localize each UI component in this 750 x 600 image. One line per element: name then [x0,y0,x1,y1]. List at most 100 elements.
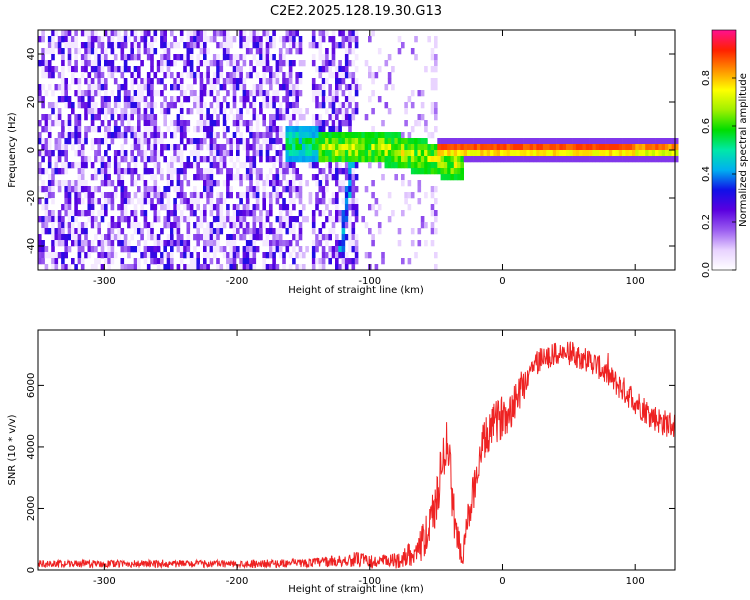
spectrogram-cell [94,246,98,253]
spectrogram-cell [110,36,115,43]
spectrogram-cell [368,252,372,259]
spectrogram-cell [255,90,260,97]
spectrogram-cell [51,72,55,79]
spectrogram-cell [179,198,184,205]
figure-title: C2E2.2025.128.19.30.G13 [270,4,442,19]
spectrogram-cell [434,144,438,151]
spectrogram-cell [117,234,121,241]
spectrogram-cell [117,228,121,235]
spectrogram-cell [209,120,214,127]
spectrogram-cell [245,168,250,175]
spectrogram-cell [434,228,438,235]
spectrogram-cell [71,66,75,73]
spectrogram-cell [321,84,326,91]
spectrogram-cell [232,210,237,217]
spectrogram-cell [123,30,128,37]
spectrogram-cell [321,150,326,157]
spectrogram-cell [252,240,257,247]
spectrogram-cell [38,174,42,181]
spectrogram-cell [156,198,161,205]
spectrogram-cell [252,96,257,103]
spectrogram-cell [344,108,349,115]
spectrogram-cell [163,186,167,193]
spectrogram-cell [351,156,356,163]
spectrogram-cell [64,180,68,187]
spectrogram-cell [222,144,227,151]
spectrogram-cell [110,72,115,79]
spectrogram-cell [344,72,349,79]
spectrogram-cell [38,168,42,175]
spectrogram-cell [67,186,72,193]
spectrogram-cell [163,36,167,43]
spectrogram-cell [61,96,65,103]
spectrogram-cell [87,102,92,109]
spectrogram-cell [61,84,65,91]
spectrogram-cell [315,156,319,163]
spectrogram-cell [305,138,309,145]
spectrogram-cell [269,264,273,271]
spectrogram-cell [674,144,679,151]
spectrogram-cell [259,108,263,115]
spectrogram-cell [203,258,207,265]
spectrogram-cell [80,222,85,229]
spectrogram-cell [64,42,68,49]
spectrogram-cell [255,36,260,43]
spectrogram-cell [120,240,125,247]
spectrogram-cell [308,150,313,157]
spectrogram-cell [410,162,415,169]
spectrogram-cell [44,90,49,97]
spectrogram-cell [242,258,247,265]
spectrogram-cell [150,90,154,97]
spectrogram-cell [348,180,352,187]
spectrogram-cell [401,210,405,217]
spectrogram-cell [107,144,111,151]
spectrogram-cell [288,168,293,175]
spectrogram-cell [394,144,398,151]
spectrogram-cell [434,108,438,115]
spectrogram-cell [64,30,68,37]
spectrogram-cell [146,42,151,49]
spectrogram-cell [255,114,260,121]
spectrogram-cell [140,192,144,199]
spectrogram-cell [61,66,65,73]
spectrogram-cell [120,36,125,43]
spectrogram-cell [318,144,323,151]
spectrogram-cell [612,138,616,145]
spectrogram-cell [212,144,217,151]
spectrogram-cell [38,150,42,157]
spectrogram-cell [302,204,306,211]
spectrogram-cell [364,252,369,259]
spectrogram-cell [100,138,105,145]
spectrogram-cell [160,192,164,199]
spectrogram-cell [391,156,395,163]
spectrogram-cell [57,234,62,241]
spectrogram-cell [335,78,339,85]
spectrogram-cell [74,66,78,73]
spectrogram-cell [206,198,210,205]
spectrogram-cell [344,210,349,217]
spectrogram-cell [351,138,356,145]
spectrogram-cell [100,210,105,217]
spectrogram-cell [229,174,233,181]
spectrogram-cell [420,144,425,151]
spectrogram-cell [153,162,158,169]
spectrogram-cell [338,108,342,115]
spectrogram-cell [113,192,118,199]
spectrogram-cell [480,150,484,157]
spectrogram-cell [377,144,382,151]
spectrogram-cell [265,132,270,139]
spectrogram-cell [110,138,115,145]
spectrogram-cell [407,258,412,265]
spectrogram-cell [104,168,108,175]
spectrogram-cell [305,150,309,157]
spectrogram-cell [434,210,438,217]
spectrogram-cell [305,216,309,223]
spectrogram-cell [311,114,316,121]
spectrogram-cell [311,252,316,259]
spectrogram-cell [90,126,95,133]
spectrogram-cell [417,180,422,187]
spectrogram-cell [206,186,210,193]
spectrogram-cell [618,150,623,157]
spectrogram-cell [120,192,125,199]
spectrogram-cell [90,210,95,217]
